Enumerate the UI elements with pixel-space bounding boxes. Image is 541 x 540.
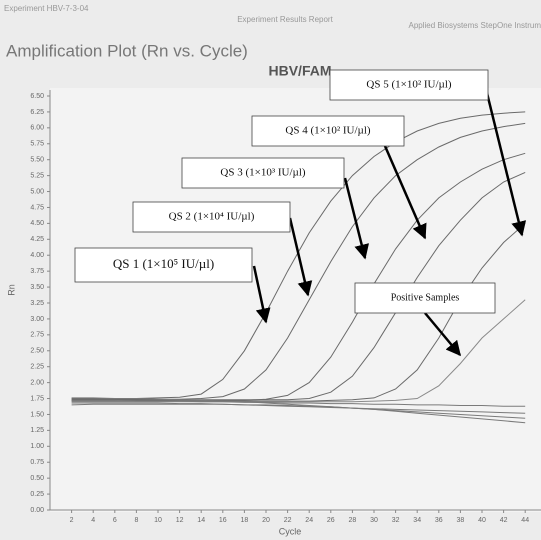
series-line <box>71 171 526 401</box>
x-tick-label: 20 <box>262 517 270 524</box>
x-tick-label: 38 <box>457 517 465 524</box>
y-tick-label: 0.50 <box>30 475 44 482</box>
annotation-text: QS 3 (1×10³ IU/µl) <box>220 167 306 179</box>
y-tick-label: 5.00 <box>30 188 44 195</box>
series-line <box>71 403 526 424</box>
annotation-box <box>132 201 291 233</box>
x-tick-label: 8 <box>134 517 138 524</box>
y-tick-label: 3.25 <box>30 300 44 307</box>
x-tick-label: 14 <box>197 517 205 524</box>
x-tick-label: 4 <box>91 517 95 524</box>
annotation-box <box>181 157 345 189</box>
y-tick-label: 0.00 <box>30 507 44 514</box>
y-tick-label: 3.75 <box>30 268 44 275</box>
y-tick-label: 6.25 <box>30 109 44 116</box>
y-tick-label: 4.25 <box>30 236 44 243</box>
annotation-text: QS 2 (1×10⁴ IU/µl) <box>169 211 255 223</box>
x-tick-label: 30 <box>370 517 378 524</box>
series-line <box>71 299 526 403</box>
y-tick-label: 3.50 <box>30 284 44 291</box>
x-tick-label: 24 <box>305 517 313 524</box>
y-tick-label: 6.50 <box>30 93 44 100</box>
y-tick-label: 1.75 <box>30 395 44 402</box>
x-tick-label: 6 <box>113 517 117 524</box>
annotation-arrow <box>383 145 427 240</box>
y-tick-label: 1.00 <box>30 443 44 450</box>
x-tick-label: 22 <box>284 517 292 524</box>
annotation-arrow <box>343 177 370 260</box>
annotation-box <box>74 247 253 283</box>
y-tick-label: 5.25 <box>30 172 44 179</box>
x-tick-label: 18 <box>241 517 249 524</box>
x-tick-label: 28 <box>349 517 357 524</box>
annotation-box <box>251 115 405 147</box>
series-line <box>71 152 526 401</box>
y-tick-label: 6.00 <box>30 125 44 132</box>
annotation-text: QS 5 (1×10² IU/µl) <box>366 79 452 91</box>
y-tick-label: 4.00 <box>30 252 44 259</box>
y-tick-label: 0.75 <box>30 459 44 466</box>
y-tick-label: 0.25 <box>30 491 44 498</box>
x-tick-label: 44 <box>521 517 529 524</box>
y-tick-label: 4.75 <box>30 204 44 211</box>
annotation-arrow <box>252 265 271 324</box>
x-tick-label: 42 <box>500 517 508 524</box>
annotation-text: Positive Samples <box>391 292 460 303</box>
x-tick-label: 36 <box>435 517 443 524</box>
header-right: Applied Biosystems StepOne Instrum <box>408 21 541 30</box>
x-tick-label: 32 <box>392 517 400 524</box>
x-tick-label: 2 <box>70 517 74 524</box>
x-tick-label: 34 <box>413 517 421 524</box>
annotation-arrow <box>288 217 313 297</box>
y-tick-label: 2.50 <box>30 348 44 355</box>
y-tick-label: 3.00 <box>30 316 44 323</box>
x-tick-label: 12 <box>176 517 184 524</box>
y-tick-label: 2.75 <box>30 332 44 339</box>
x-tick-label: 26 <box>327 517 335 524</box>
annotation-text: QS 1 (1×10⁵ IU/µl) <box>113 256 214 271</box>
series-line <box>71 397 526 419</box>
x-tick-label: 10 <box>154 517 162 524</box>
header-left: Experiment HBV-7-3-04 <box>4 4 89 13</box>
x-tick-label: 40 <box>478 517 486 524</box>
y-tick-label: 5.50 <box>30 157 44 164</box>
series-line <box>71 402 526 414</box>
annotation-box <box>329 69 489 101</box>
chart-subtitle: HBV/FAM <box>269 63 332 79</box>
y-tick-label: 1.50 <box>30 411 44 418</box>
chart-title: Amplification Plot (Rn vs. Cycle) <box>6 41 248 60</box>
annotation-box <box>354 282 496 314</box>
x-axis-label: Cycle <box>279 526 302 536</box>
y-tick-label: 2.25 <box>30 364 44 371</box>
series-line <box>71 399 526 407</box>
y-tick-label: 4.50 <box>30 220 44 227</box>
y-tick-label: 2.00 <box>30 379 44 386</box>
header-center: Experiment Results Report <box>237 15 333 24</box>
annotation-arrow <box>483 84 527 237</box>
annotation-text: QS 4 (1×10² IU/µl) <box>285 125 371 137</box>
y-tick-label: 5.75 <box>30 141 44 148</box>
annotation-arrow <box>424 312 461 357</box>
y-tick-label: 1.25 <box>30 427 44 434</box>
y-axis-label: Rn <box>6 284 16 296</box>
x-tick-label: 16 <box>219 517 227 524</box>
